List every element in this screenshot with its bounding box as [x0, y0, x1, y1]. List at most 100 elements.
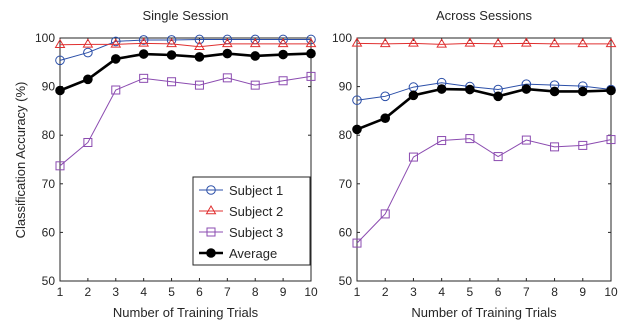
y-tick-label: 70: [42, 177, 56, 191]
data-point: [54, 38, 66, 49]
x-axis-label: Number of Training Trials: [113, 305, 259, 320]
data-point: [465, 134, 475, 144]
panel-1: 50 60 70 80 90 100 1 2 3 4 5 6 7 8 9 10 Single Session Nu…: [35, 8, 318, 320]
data-point: [82, 38, 94, 48]
series-line: [59, 38, 311, 61]
x-tick-label: 9: [280, 285, 287, 299]
x-tick-label: 10: [304, 285, 318, 299]
data-point: [352, 95, 362, 106]
data-point: [606, 85, 616, 96]
data-point: [250, 80, 260, 90]
data-point: [408, 37, 419, 47]
y-tick-label: 80: [339, 128, 353, 142]
series-line: [356, 138, 612, 244]
data-point: [278, 76, 288, 86]
x-tick-label: 4: [140, 285, 147, 299]
series-average: [55, 48, 316, 96]
data-point: [138, 35, 149, 45]
data-point: [278, 49, 288, 60]
data-point: [194, 34, 205, 45]
legend-swatch-marker: [205, 205, 217, 215]
data-point: [380, 113, 391, 123]
data-point: [352, 124, 362, 135]
data-point: [306, 48, 316, 59]
x-tick-label: 1: [354, 285, 361, 299]
y-tick-label: 90: [339, 80, 353, 94]
data-point: [577, 37, 589, 48]
plot-area-frame: [356, 37, 612, 282]
data-point: [83, 74, 93, 85]
x-tick-label: 6: [196, 285, 203, 299]
y-tick-label: 60: [42, 225, 56, 239]
data-point: [222, 48, 233, 59]
plot-area-frame: [59, 37, 312, 282]
y-tick-label: 70: [339, 177, 353, 191]
data-point: [166, 37, 177, 48]
data-point: [465, 84, 475, 95]
y-tick-label: 80: [42, 128, 56, 142]
x-tick-label: 8: [252, 285, 259, 299]
data-point: [408, 90, 419, 101]
y-tick-label: 100: [332, 31, 352, 45]
legend-swatch-marker: [206, 227, 216, 237]
x-tick-label: 8: [551, 285, 558, 299]
data-point: [464, 37, 476, 47]
data-point: [606, 135, 616, 145]
x-tick-label: 5: [168, 285, 175, 299]
data-point: [577, 86, 588, 97]
data-point: [380, 209, 390, 219]
data-point: [436, 84, 447, 94]
series-subject-3: [55, 71, 316, 171]
data-point: [221, 37, 233, 48]
y-tick-label: 50: [42, 274, 56, 288]
data-point: [492, 37, 504, 48]
y-tick-label: 60: [339, 225, 353, 239]
data-point: [493, 91, 503, 102]
data-point: [549, 86, 560, 97]
data-point: [110, 38, 122, 48]
legend-label: Subject 1: [229, 183, 283, 198]
data-point: [605, 37, 617, 48]
series-line: [356, 42, 611, 45]
x-axis-label: Number of Training Trials: [411, 305, 557, 320]
data-point: [352, 238, 362, 248]
y-axis-label: Classification Accuracy (%): [13, 82, 28, 239]
data-point: [305, 37, 317, 48]
data-point: [110, 36, 121, 47]
data-point: [55, 85, 65, 96]
y-tick-label: 50: [339, 274, 353, 288]
data-point: [520, 37, 532, 47]
series-line: [356, 82, 612, 101]
data-point: [436, 38, 448, 48]
legend-swatch-marker: [206, 185, 216, 195]
panel-title: Across Sessions: [436, 8, 533, 23]
x-tick-label: 2: [382, 285, 389, 299]
data-point: [222, 73, 232, 83]
data-point: [167, 77, 177, 87]
data-point: [138, 37, 150, 47]
data-point: [194, 80, 204, 90]
legend-label: Subject 3: [229, 225, 283, 240]
x-tick-label: 4: [438, 285, 445, 299]
data-point: [250, 51, 261, 61]
data-point: [351, 37, 363, 47]
series-line: [59, 52, 312, 92]
series-subject-1: [55, 34, 316, 66]
panel-title: Single Session: [143, 8, 229, 23]
series-average: [352, 84, 616, 135]
data-point: [138, 49, 149, 59]
legend: Subject 1 Subject 2 Subject 3 Average: [192, 176, 311, 266]
y-tick-label: 90: [42, 80, 56, 94]
x-tick-label: 7: [224, 285, 231, 299]
x-tick-label: 3: [112, 285, 119, 299]
data-point: [139, 73, 149, 83]
legend-label: Subject 2: [229, 204, 283, 219]
data-point: [277, 37, 289, 48]
data-point: [306, 71, 316, 81]
series-subject-2: [54, 37, 317, 50]
data-point: [380, 91, 391, 102]
x-tick-label: 10: [604, 285, 618, 299]
series-subject-2: [351, 37, 617, 48]
x-tick-label: 3: [410, 285, 417, 299]
